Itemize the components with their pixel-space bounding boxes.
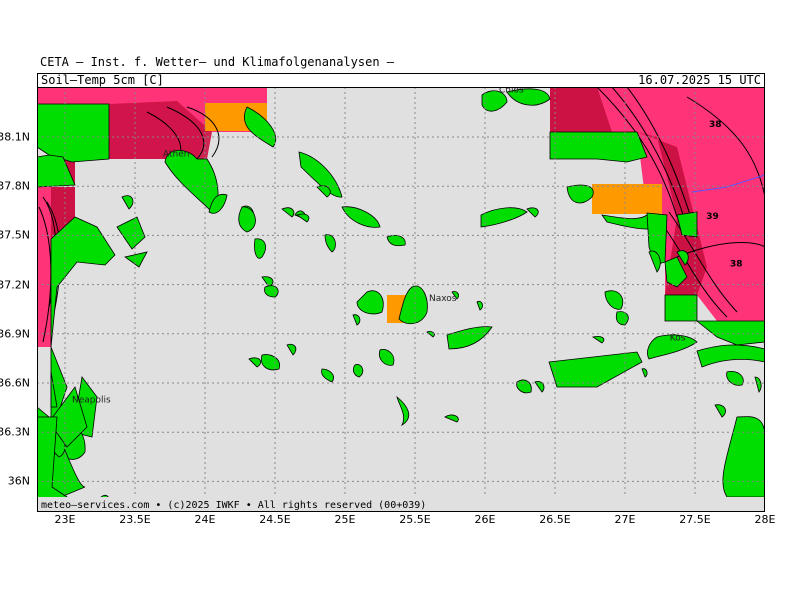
y-tick-label: 36N bbox=[7, 474, 30, 488]
x-tick-label: 28E bbox=[754, 513, 776, 526]
contour-value-label: 38 bbox=[730, 260, 743, 270]
place-label: Chios bbox=[499, 87, 524, 96]
x-tick-label: 27E bbox=[614, 513, 636, 526]
x-tick-label: 25.5E bbox=[399, 513, 431, 526]
footer-copyright: meteo–services.com • (c)2025 IWKF • All … bbox=[41, 500, 426, 511]
contour-value-label: 39 bbox=[706, 212, 719, 222]
datetime-label: 16.07.2025 15 UTC bbox=[638, 73, 761, 87]
contour-value-label: 38 bbox=[709, 120, 722, 130]
place-label: Athen bbox=[163, 150, 189, 160]
y-tick-label: 36.6N bbox=[0, 376, 30, 390]
x-tick-label: 24E bbox=[194, 513, 216, 526]
map-canvas[interactable]: Chios Athen Naxos Kos Neapolis 38 39 38 meteo–… bbox=[37, 87, 765, 512]
y-tick-label: 38.1N bbox=[0, 130, 30, 144]
place-label: Kos bbox=[670, 333, 686, 343]
land-masses bbox=[37, 88, 765, 508]
x-tick-label: 26E bbox=[474, 513, 496, 526]
y-tick-label: 37.5N bbox=[0, 228, 30, 242]
x-tick-label: 23E bbox=[54, 513, 76, 526]
place-labels: Chios Athen Naxos Kos Neapolis bbox=[72, 87, 686, 406]
footer-band bbox=[37, 497, 765, 512]
header-title: CETA – Inst. f. Wetter– und Klimafolgena… bbox=[40, 55, 395, 69]
grid bbox=[37, 87, 765, 497]
contour-labels: 38 39 38 bbox=[706, 120, 742, 269]
place-label: Naxos bbox=[429, 294, 457, 304]
y-tick-label: 36.3N bbox=[0, 425, 30, 439]
y-tick-label: 37.2N bbox=[0, 278, 30, 292]
y-tick-label: 36.9N bbox=[0, 327, 30, 341]
variable-label: Soil–Temp 5cm [C] bbox=[41, 73, 164, 87]
x-tick-label: 25E bbox=[334, 513, 356, 526]
place-label: Neapolis bbox=[72, 396, 111, 406]
temperature-shading bbox=[37, 87, 765, 347]
x-tick-label: 24.5E bbox=[259, 513, 291, 526]
info-bar: Soil–Temp 5cm [C] 16.07.2025 15 UTC bbox=[37, 73, 765, 87]
x-tick-label: 26.5E bbox=[539, 513, 571, 526]
x-tick-label: 27.5E bbox=[679, 513, 711, 526]
x-tick-label: 23.5E bbox=[119, 513, 151, 526]
y-tick-label: 37.8N bbox=[0, 179, 30, 193]
